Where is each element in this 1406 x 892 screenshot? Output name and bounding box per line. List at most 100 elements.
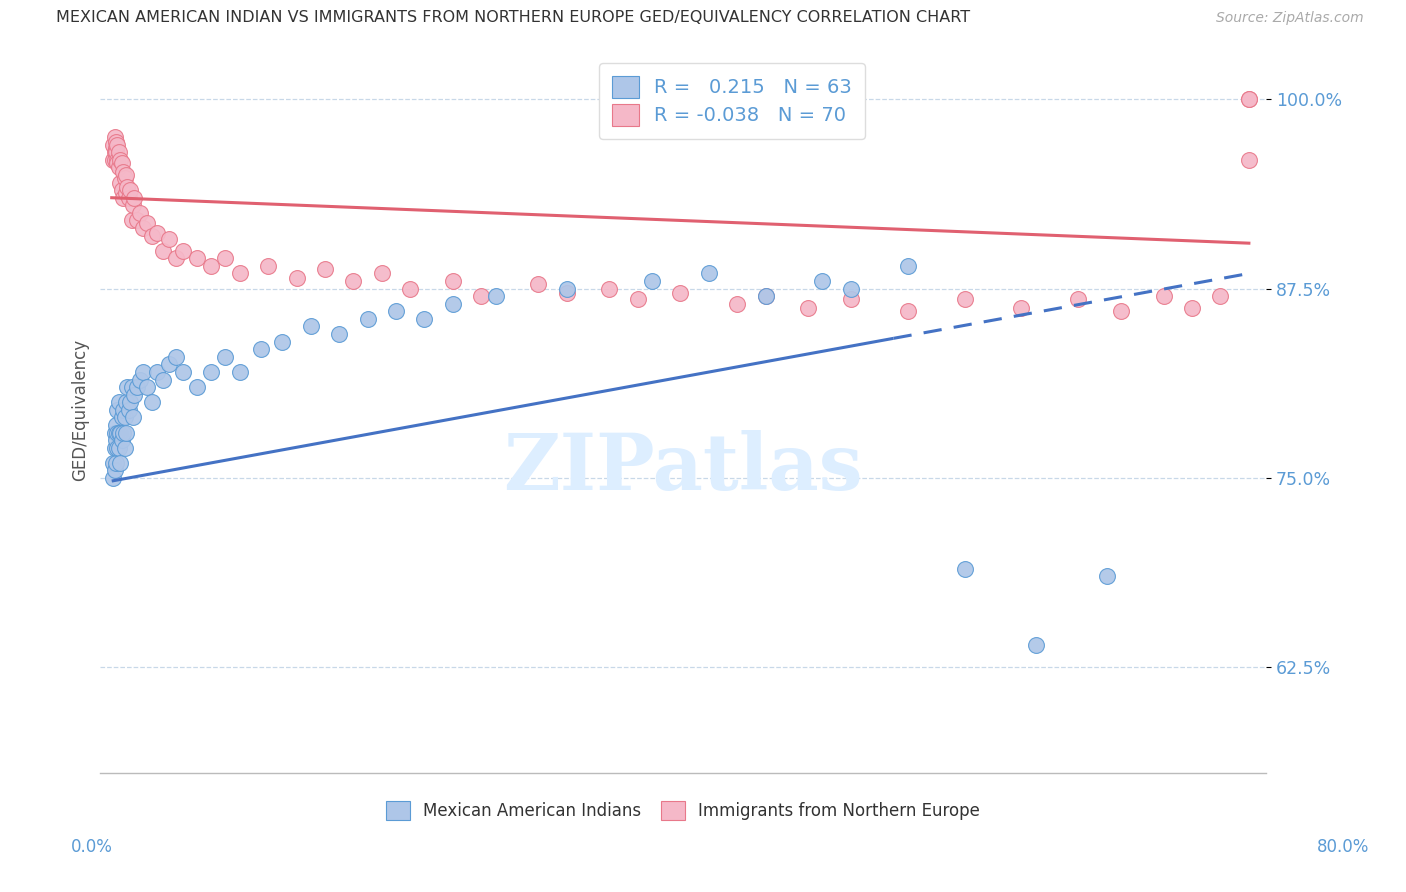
- Point: [371, 267, 394, 281]
- Point: [1209, 289, 1232, 303]
- Point: [669, 286, 692, 301]
- Point: [165, 350, 187, 364]
- Text: 80.0%: 80.0%: [1316, 838, 1369, 855]
- Point: [1109, 304, 1132, 318]
- Point: [104, 145, 127, 160]
- Point: [136, 217, 159, 231]
- Point: [200, 365, 222, 379]
- Point: [1095, 569, 1118, 583]
- Point: [186, 380, 208, 394]
- Point: [755, 289, 778, 303]
- Point: [120, 395, 142, 409]
- Point: [285, 271, 308, 285]
- Point: [598, 282, 620, 296]
- Point: [146, 226, 169, 240]
- Point: [110, 153, 132, 167]
- Point: [1237, 153, 1260, 167]
- Point: [725, 297, 748, 311]
- Point: [101, 456, 124, 470]
- Point: [755, 289, 778, 303]
- Point: [250, 343, 273, 357]
- Point: [114, 171, 136, 186]
- Point: [117, 380, 139, 394]
- Point: [108, 441, 131, 455]
- Point: [146, 365, 169, 379]
- Point: [101, 137, 124, 152]
- Point: [122, 410, 145, 425]
- Point: [186, 252, 208, 266]
- Point: [103, 463, 125, 477]
- Point: [641, 274, 664, 288]
- Point: [1237, 92, 1260, 106]
- Point: [111, 156, 134, 170]
- Point: [1153, 289, 1175, 303]
- Point: [152, 244, 174, 258]
- Point: [555, 286, 578, 301]
- Point: [141, 395, 163, 409]
- Point: [104, 141, 127, 155]
- Point: [108, 145, 131, 160]
- Point: [127, 380, 149, 394]
- Point: [129, 372, 152, 386]
- Point: [1237, 92, 1260, 106]
- Point: [117, 180, 139, 194]
- Point: [129, 206, 152, 220]
- Point: [112, 165, 135, 179]
- Text: Source: ZipAtlas.com: Source: ZipAtlas.com: [1216, 12, 1364, 25]
- Point: [1067, 292, 1090, 306]
- Point: [555, 282, 578, 296]
- Point: [157, 232, 180, 246]
- Point: [228, 365, 250, 379]
- Point: [108, 395, 131, 409]
- Point: [103, 441, 125, 455]
- Point: [897, 304, 920, 318]
- Point: [441, 297, 464, 311]
- Point: [214, 252, 236, 266]
- Point: [953, 562, 976, 576]
- Point: [110, 456, 132, 470]
- Text: MEXICAN AMERICAN INDIAN VS IMMIGRANTS FROM NORTHERN EUROPE GED/EQUIVALENCY CORRE: MEXICAN AMERICAN INDIAN VS IMMIGRANTS FR…: [56, 11, 970, 25]
- Legend: Mexican American Indians, Immigrants from Northern Europe: Mexican American Indians, Immigrants fro…: [380, 795, 987, 827]
- Point: [108, 161, 131, 175]
- Point: [118, 191, 141, 205]
- Y-axis label: GED/Equivalency: GED/Equivalency: [72, 339, 89, 481]
- Point: [115, 186, 138, 201]
- Point: [839, 282, 862, 296]
- Point: [157, 357, 180, 371]
- Point: [110, 425, 132, 440]
- Point: [172, 244, 194, 258]
- Point: [115, 425, 138, 440]
- Point: [200, 259, 222, 273]
- Point: [108, 425, 131, 440]
- Point: [132, 365, 155, 379]
- Point: [107, 441, 129, 455]
- Point: [118, 402, 141, 417]
- Point: [299, 319, 322, 334]
- Point: [110, 176, 132, 190]
- Point: [114, 441, 136, 455]
- Point: [165, 252, 187, 266]
- Point: [112, 402, 135, 417]
- Point: [112, 425, 135, 440]
- Point: [257, 259, 280, 273]
- Point: [124, 191, 146, 205]
- Point: [101, 471, 124, 485]
- Point: [1010, 301, 1032, 316]
- Point: [103, 130, 125, 145]
- Point: [115, 395, 138, 409]
- Point: [342, 274, 364, 288]
- Point: [115, 168, 138, 182]
- Point: [120, 183, 142, 197]
- Point: [111, 183, 134, 197]
- Point: [111, 410, 134, 425]
- Point: [441, 274, 464, 288]
- Point: [839, 292, 862, 306]
- Point: [811, 274, 834, 288]
- Point: [141, 228, 163, 243]
- Point: [114, 410, 136, 425]
- Point: [101, 153, 124, 167]
- Point: [103, 153, 125, 167]
- Point: [111, 433, 134, 447]
- Point: [132, 221, 155, 235]
- Point: [107, 153, 129, 167]
